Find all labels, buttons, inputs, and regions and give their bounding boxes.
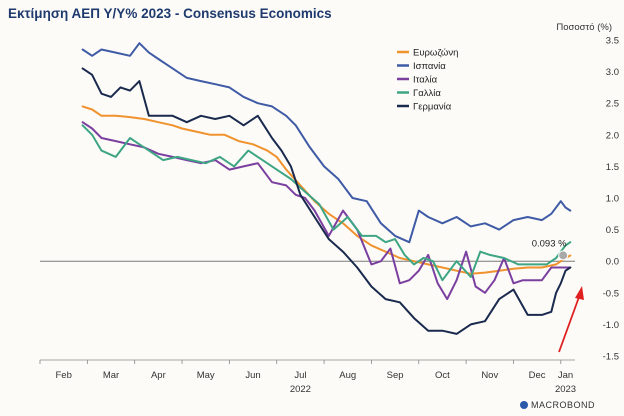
- axes-group: 3.5 3.0 2.5 2.0 1.5 1.0 0.5 0.0 -0.5 -1.0 -1.5 Feb M…: [39, 36, 619, 395]
- x-tick-label: Apr: [151, 370, 166, 381]
- y-tick-label: 2.5: [606, 99, 619, 110]
- y-tick-label: 0.5: [606, 225, 619, 236]
- x-tick-label: Dec: [529, 370, 546, 381]
- logo-text: MACROBOND: [531, 400, 596, 410]
- y-tick-label: 1.5: [606, 162, 619, 173]
- legend-label: Γερμανία: [413, 102, 452, 113]
- series-line: [81, 67, 572, 335]
- y-tick-label: 1.0: [606, 194, 619, 205]
- y-tick-label: 0.0: [606, 257, 619, 268]
- annotation-label: 0.093 %: [532, 238, 567, 249]
- y-tick-label: 3.0: [606, 67, 619, 78]
- x-tick-label: Aug: [339, 370, 356, 381]
- y-tick-label: 2.0: [606, 130, 619, 141]
- legend-label: Γαλλία: [413, 88, 441, 99]
- x-tick-label: Mar: [103, 370, 119, 381]
- y-tick-label: -0.5: [603, 288, 619, 299]
- red-arrow-shaft: [558, 296, 580, 353]
- x-year-label: 2023: [555, 384, 576, 395]
- logo-mark-icon: [520, 401, 528, 409]
- y-tick-label: -1.0: [603, 320, 619, 331]
- x-year-label: 2022: [290, 384, 311, 395]
- x-tick-label: Jun: [245, 370, 260, 381]
- x-tick-label: Jul: [294, 370, 306, 381]
- y-tick-label: 3.5: [606, 36, 619, 47]
- legend-label: Ιταλία: [413, 75, 438, 86]
- series-line: [81, 42, 572, 244]
- legend-label: Ισπανία: [413, 61, 446, 72]
- red-arrow-head-icon: [575, 286, 584, 300]
- x-tick-label: Oct: [435, 370, 450, 381]
- y-axis-label: Ποσοστό (%): [556, 22, 612, 33]
- x-tick-label: Nov: [481, 370, 498, 381]
- legend-label: Ευρωζώνη: [413, 48, 458, 59]
- legend: Ευρωζώνη Ισπανία Ιταλία Γαλλία Γερμανία: [397, 48, 458, 113]
- x-tick-label: Feb: [55, 370, 71, 381]
- x-tick-label: Sep: [387, 370, 404, 381]
- series-lines: [81, 42, 572, 335]
- series-line: [81, 121, 572, 301]
- y-tick-label: -1.5: [603, 352, 619, 363]
- x-tick-label: May: [197, 370, 215, 381]
- annotations: 0.093 %: [532, 238, 584, 353]
- annotation-marker: [558, 250, 569, 261]
- series-line: [81, 105, 572, 275]
- series-line: [81, 124, 572, 282]
- macrobond-logo: MACROBOND: [520, 400, 595, 410]
- x-tick-label: Jan: [558, 370, 573, 381]
- chart-title: Εκτίμηση ΑΕΠ Υ/Υ% 2023 - Consensus Econo…: [8, 6, 332, 21]
